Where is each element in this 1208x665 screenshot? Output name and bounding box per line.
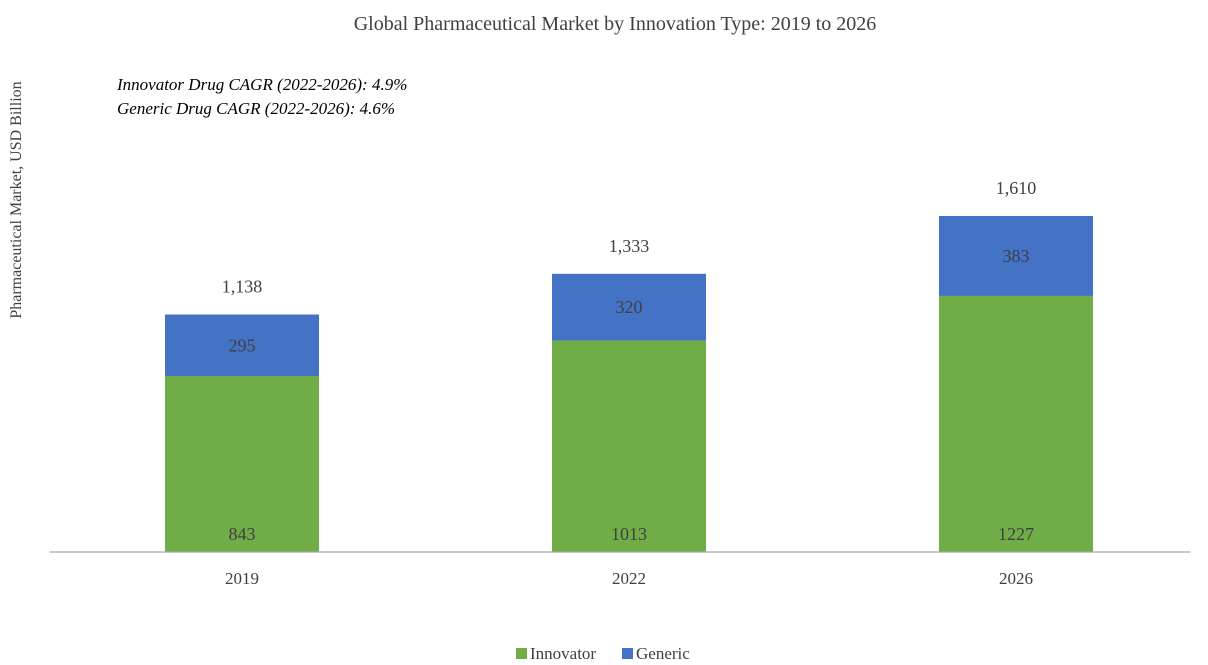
data-label-innovator-2019: 843 [229,524,256,544]
bar-generic-2026 [939,215,1093,296]
total-label-2019: 1,138 [222,276,263,296]
total-label-2026: 1,610 [996,178,1037,198]
data-label-innovator-2026: 1227 [998,524,1034,544]
x-tick-label-2026: 2026 [999,569,1033,588]
legend-label-innovator: Innovator [530,644,596,663]
legend-swatch-innovator [516,648,527,659]
legend: Innovator Generic [516,644,690,663]
bar-innovator-2019 [165,376,319,552]
data-label-generic-2026: 383 [1003,246,1030,266]
bar-generic-2022 [552,273,706,341]
generic-cagr-note: Generic Drug CAGR (2022-2026): 4.6% [117,99,395,118]
legend-swatch-generic [622,648,633,659]
bar-innovator-2022 [552,340,706,552]
innovator-cagr-note: Innovator Drug CAGR (2022-2026): 4.9% [116,75,407,94]
x-tick-label-2022: 2022 [612,569,646,588]
data-label-generic-2019: 295 [229,335,256,355]
chart-title: Global Pharmaceutical Market by Innovati… [354,13,877,35]
data-label-generic-2022: 320 [616,297,643,317]
plot-area: 843 295 1,138 2019 1013 320 1,333 2022 1227 383 1,… [165,178,1093,588]
total-label-2022: 1,333 [609,236,650,256]
x-tick-label-2019: 2019 [225,569,259,588]
bar-generic-2019 [165,314,319,377]
y-axis-label: Pharmaceutical Market, USD Billion [8,81,25,318]
bar-innovator-2026 [939,295,1093,552]
legend-label-generic: Generic [636,644,690,663]
data-label-innovator-2022: 1013 [611,524,647,544]
